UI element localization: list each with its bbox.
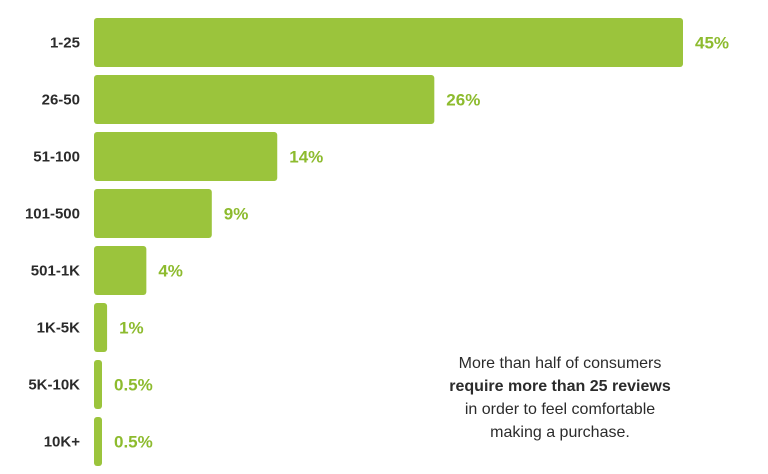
annotation-line-1: More than half of consumers (458, 355, 662, 372)
value-label-10K+: 0.5% (114, 433, 153, 452)
value-label-1-25: 45% (695, 34, 729, 53)
bar-26-50 (94, 75, 435, 124)
annotation-line-2: require more than 25 reviews (449, 378, 671, 395)
bar-101-500 (94, 189, 212, 238)
bar-1-25 (94, 18, 683, 67)
bar-10K+ (94, 417, 102, 466)
bar-5K-10K (94, 360, 102, 409)
bar-501-1K (94, 246, 147, 295)
annotation-line-4: making a purchase. (490, 424, 630, 441)
value-label-51-100: 14% (289, 148, 323, 167)
category-label-10K+: 10K+ (44, 434, 81, 451)
category-label-51-100: 51-100 (33, 149, 80, 166)
category-label-501-1K: 501-1K (31, 263, 80, 280)
category-label-5K-10K: 5K-10K (28, 377, 80, 394)
value-label-1K-5K: 1% (119, 319, 144, 338)
category-label-26-50: 26-50 (42, 92, 80, 109)
value-label-101-500: 9% (224, 205, 249, 224)
value-label-26-50: 26% (446, 91, 480, 110)
category-label-101-500: 101-500 (25, 206, 80, 223)
bar-1K-5K (94, 303, 108, 352)
category-label-1K-5K: 1K-5K (37, 320, 81, 337)
category-label-1-25: 1-25 (50, 35, 80, 52)
value-label-501-1K: 4% (158, 262, 183, 281)
annotation-line-3: in order to feel comfortable (464, 401, 656, 418)
bar-51-100 (94, 132, 278, 181)
annotation-text: More than half of consumers require more… (400, 352, 720, 444)
value-label-5K-10K: 0.5% (114, 376, 153, 395)
